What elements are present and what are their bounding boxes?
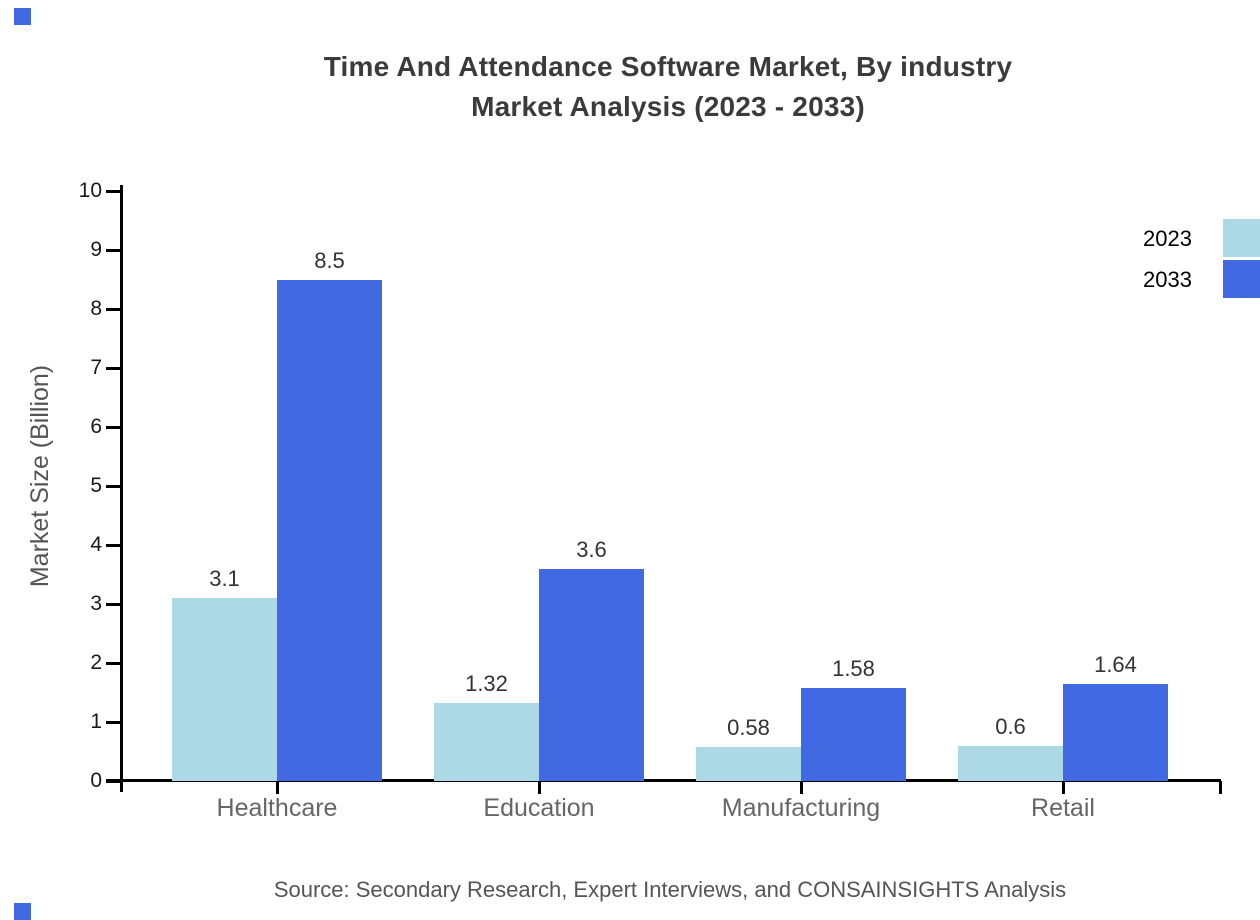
y-tick-mark	[106, 720, 122, 724]
value-label-2033-education: 3.6	[576, 536, 607, 562]
y-tick-label: 4	[90, 533, 102, 556]
bar-2033-manufacturing	[801, 687, 906, 781]
value-label-2023-education: 1.32	[465, 671, 508, 697]
bar-2023-education	[434, 703, 539, 781]
y-tick-label: 10	[78, 179, 102, 202]
x-tick-mark	[275, 781, 279, 794]
legend-label-2033: 2033	[1143, 267, 1192, 292]
y-tick-label: 3	[90, 592, 102, 615]
y-tick-mark	[106, 425, 122, 429]
corner-mark-top-left	[14, 8, 31, 25]
y-tick-label: 0	[90, 769, 102, 792]
value-label-2033-manufacturing: 1.58	[832, 655, 875, 681]
bar-2033-retail	[1063, 684, 1168, 781]
category-label-healthcare: Healthcare	[216, 794, 338, 822]
x-tick-mark	[1061, 781, 1065, 794]
value-label-2033-healthcare: 8.5	[314, 247, 345, 273]
value-label-2023-retail: 0.6	[995, 713, 1026, 739]
y-tick-label: 8	[90, 297, 102, 320]
bar-2023-retail	[958, 745, 1063, 781]
y-tick-label: 9	[90, 238, 102, 261]
value-label-2033-retail: 1.64	[1094, 652, 1137, 678]
bar-2023-manufacturing	[696, 746, 801, 781]
y-tick-mark	[106, 661, 122, 665]
y-tick-label: 7	[90, 356, 102, 379]
bar-2023-healthcare	[172, 598, 277, 781]
bar-2033-education	[539, 568, 644, 781]
category-label-education: Education	[483, 794, 595, 822]
y-tick-mark	[106, 484, 122, 488]
y-tick-mark	[106, 602, 122, 606]
legend-swatch-2033	[1223, 260, 1260, 298]
x-tick-mark	[537, 781, 541, 794]
category-label-manufacturing: Manufacturing	[721, 794, 881, 822]
y-tick-mark	[106, 366, 122, 370]
chart-title-line1: Time And Attendance Software Market, By …	[323, 51, 1013, 82]
value-label-2023-manufacturing: 0.58	[727, 714, 770, 740]
legend-label-2023: 2023	[1143, 226, 1192, 251]
y-tick-label: 5	[90, 474, 102, 497]
y-tick-label: 6	[90, 415, 102, 438]
y-tick-mark	[106, 248, 122, 252]
y-tick-label: 1	[90, 710, 102, 733]
source-note: Source: Secondary Research, Expert Inter…	[273, 877, 1067, 902]
y-tick-mark	[106, 307, 122, 311]
bar-2033-healthcare	[277, 279, 382, 781]
y-axis-line	[120, 185, 123, 792]
value-label-2023-healthcare: 3.1	[209, 566, 240, 592]
chart-title: Time And Attendance Software Market, By …	[78, 47, 1258, 127]
y-tick-label: 2	[90, 651, 102, 674]
category-label-retail: Retail	[1031, 794, 1095, 822]
x-axis-line	[106, 779, 1221, 782]
legend-swatch-2023	[1223, 219, 1260, 257]
x-axis-end-tick	[1219, 781, 1222, 794]
y-tick-mark	[106, 543, 122, 547]
corner-mark-bottom-left	[14, 903, 31, 920]
x-tick-mark	[799, 781, 803, 794]
chart-title-line2: Market Analysis (2023 - 2033)	[471, 91, 865, 122]
y-tick-mark	[106, 189, 122, 193]
y-tick-mark	[106, 779, 122, 783]
